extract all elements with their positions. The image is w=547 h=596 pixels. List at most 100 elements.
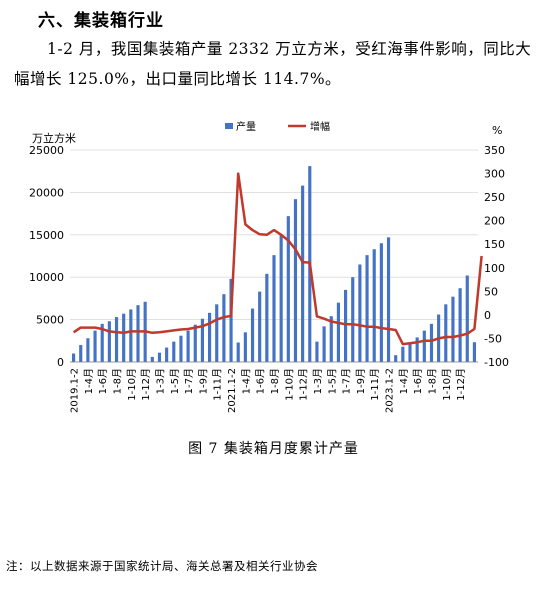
x-tick-label: 1-7月: [183, 368, 195, 394]
bar-production: [193, 324, 197, 362]
x-tick-label: 1-11月: [212, 368, 224, 401]
x-tick-label: 1-3月: [312, 368, 324, 394]
x-tick-label: 1-6月: [97, 368, 109, 394]
bar-production: [150, 356, 154, 362]
bar-production: [422, 330, 426, 362]
bar-production: [329, 316, 333, 362]
bar-production: [465, 275, 469, 362]
bar-production: [72, 353, 76, 362]
legend-line-label: 增幅: [310, 120, 330, 133]
x-tick-label: 1-6月: [255, 368, 267, 394]
right-tick-label: -100: [484, 356, 509, 369]
bar-production: [250, 308, 255, 362]
x-tick-label: 2021.1-2: [227, 368, 238, 413]
x-tick-label: 1-8月: [426, 368, 438, 394]
section-heading: 六、集装箱行业: [38, 11, 164, 31]
bar-production: [122, 313, 126, 362]
bar-production: [165, 347, 169, 362]
bar-production: [451, 296, 455, 362]
x-tick-label: 1-9月: [355, 368, 367, 394]
x-tick-label: 1-8月: [269, 368, 281, 394]
bar-production: [394, 355, 398, 362]
bar-production: [129, 309, 133, 362]
bar-production: [401, 346, 405, 362]
x-tick-label: 1-4月: [83, 368, 95, 394]
bar-production: [336, 302, 340, 362]
bar-production: [293, 199, 298, 362]
x-tick-label: 1-5月: [326, 368, 338, 394]
x-tick-label: 1-11月: [369, 368, 381, 401]
bar-production: [344, 289, 348, 362]
bar-production: [243, 332, 247, 362]
x-tick-label: 1-12月: [140, 368, 152, 401]
right-tick-label: 200: [484, 215, 505, 228]
bar-production: [265, 273, 269, 362]
bar-production: [272, 255, 276, 362]
left-tick-label: 20000: [29, 186, 64, 199]
x-tick-label: 1-12月: [298, 368, 310, 401]
bar-production: [157, 352, 162, 362]
bar-production: [358, 264, 362, 362]
right-tick-label: 0: [484, 309, 491, 322]
bar-production: [408, 344, 412, 362]
bar-production: [208, 312, 212, 362]
growth-line: [72, 172, 483, 346]
bar-production: [136, 305, 140, 362]
x-tick-label: 1-4月: [398, 368, 410, 394]
bar-production: [236, 342, 240, 362]
bar-production: [372, 249, 376, 362]
bar-production: [229, 278, 233, 362]
bar-production: [186, 330, 190, 362]
left-tick-label: 25000: [29, 144, 64, 157]
right-tick-label: -50: [484, 332, 502, 345]
bar-production: [100, 323, 104, 362]
bar-production: [379, 243, 383, 362]
right-tick-label: 50: [484, 285, 498, 298]
x-tick-label: 1-10月: [441, 368, 453, 401]
bar-production: [86, 338, 90, 362]
right-tick-label: 350: [484, 144, 505, 157]
x-tick-label: 1-7月: [341, 368, 353, 394]
left-tick-label: 10000: [29, 271, 64, 284]
bar-production: [179, 335, 183, 362]
left-tick-label: 5000: [36, 314, 64, 327]
bar-production: [315, 341, 319, 362]
bar-production: [215, 304, 219, 362]
right-tick-label: 300: [484, 168, 505, 181]
legend-bar-label: 产量: [236, 120, 256, 133]
left-tick-label: 15000: [29, 229, 64, 242]
x-tick-label: 2019.1-2: [70, 368, 81, 413]
x-tick-label: 1-6月: [412, 368, 424, 394]
source-note: 注：以上数据来源于国家统计局、海关总署及相关行业协会: [6, 559, 318, 573]
x-tick-label: 1-3月: [154, 368, 166, 394]
left-tick-label: 0: [57, 356, 64, 369]
right-tick-label: 100: [484, 262, 505, 275]
right-axis-label: %: [492, 124, 502, 137]
bar-production: [386, 237, 391, 362]
x-tick-label: 1-10月: [126, 368, 138, 401]
bar-production: [222, 294, 226, 362]
bar-production: [301, 185, 305, 362]
right-tick-label: 250: [484, 191, 505, 204]
x-tick-label: 1-5月: [169, 368, 181, 394]
x-tick-label: 1-9月: [197, 368, 209, 394]
bar-production: [93, 330, 97, 362]
bar-production: [200, 318, 204, 362]
bar-production: [458, 288, 462, 362]
x-tick-label: 1-12月: [455, 368, 467, 401]
x-tick-label: 2023.1-2: [385, 368, 396, 413]
x-tick-label: 1-10月: [283, 368, 295, 401]
bar-production: [472, 342, 476, 362]
left-axis-label: 万立方米: [32, 131, 76, 145]
right-tick-label: 150: [484, 238, 505, 251]
bar-production: [415, 337, 419, 362]
bar-production: [107, 321, 111, 362]
figure-caption: 图 7 集装箱月度累计产量: [188, 441, 359, 457]
bar-production: [444, 304, 448, 362]
bar-production: [79, 345, 83, 362]
bar-production: [279, 234, 283, 362]
x-tick-label: 1-8月: [112, 368, 124, 394]
body-paragraph: 1-2 月，我国集装箱产量 2332 万立方米，受红海事件影响，同比大幅增长 1…: [14, 40, 532, 88]
bar-production: [429, 323, 434, 362]
production-growth-chart: 0 5000 10000 15000 20000 25000 -100 -50 0 50 100 15…: [29, 120, 509, 413]
